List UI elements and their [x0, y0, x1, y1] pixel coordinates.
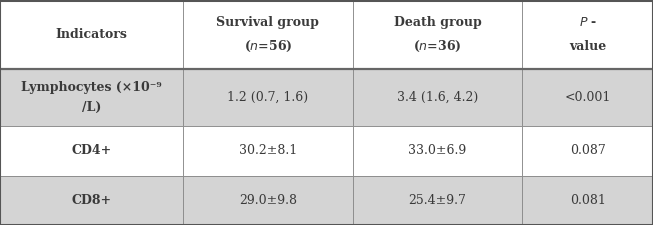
- Bar: [522, 176, 653, 225]
- Text: 33.0±6.9: 33.0±6.9: [408, 144, 467, 157]
- Bar: [0, 176, 183, 225]
- Bar: [522, 126, 653, 176]
- Bar: [353, 69, 522, 126]
- Text: <0.001: <0.001: [564, 91, 611, 104]
- Bar: [353, 126, 522, 176]
- Text: CD4+: CD4+: [71, 144, 112, 157]
- Text: 25.4±9.7: 25.4±9.7: [409, 194, 466, 207]
- Bar: [353, 176, 522, 225]
- Bar: [522, 0, 653, 69]
- Bar: [0, 0, 183, 69]
- Text: ($n$=56): ($n$=56): [244, 38, 292, 54]
- Text: 1.2 (0.7, 1.6): 1.2 (0.7, 1.6): [227, 91, 308, 104]
- Text: Survival group: Survival group: [216, 16, 319, 29]
- Text: 29.0±9.8: 29.0±9.8: [239, 194, 296, 207]
- Text: 30.2±8.1: 30.2±8.1: [238, 144, 297, 157]
- Bar: [522, 69, 653, 126]
- Text: CD8+: CD8+: [71, 194, 112, 207]
- Text: $P$ -: $P$ -: [579, 16, 597, 29]
- Text: 3.4 (1.6, 4.2): 3.4 (1.6, 4.2): [397, 91, 478, 104]
- Bar: [183, 0, 353, 69]
- Text: /L): /L): [82, 101, 101, 114]
- Bar: [0, 69, 183, 126]
- Bar: [183, 126, 353, 176]
- Text: Death group: Death group: [394, 16, 481, 29]
- Text: 0.081: 0.081: [570, 194, 605, 207]
- Bar: [353, 0, 522, 69]
- Text: ($n$=36): ($n$=36): [413, 38, 462, 54]
- Bar: [0, 126, 183, 176]
- Text: 0.087: 0.087: [570, 144, 605, 157]
- Bar: [183, 176, 353, 225]
- Text: Lymphocytes (×10⁻⁹: Lymphocytes (×10⁻⁹: [21, 81, 162, 94]
- Text: Indicators: Indicators: [56, 28, 127, 41]
- Bar: [183, 69, 353, 126]
- Text: value: value: [569, 40, 607, 52]
